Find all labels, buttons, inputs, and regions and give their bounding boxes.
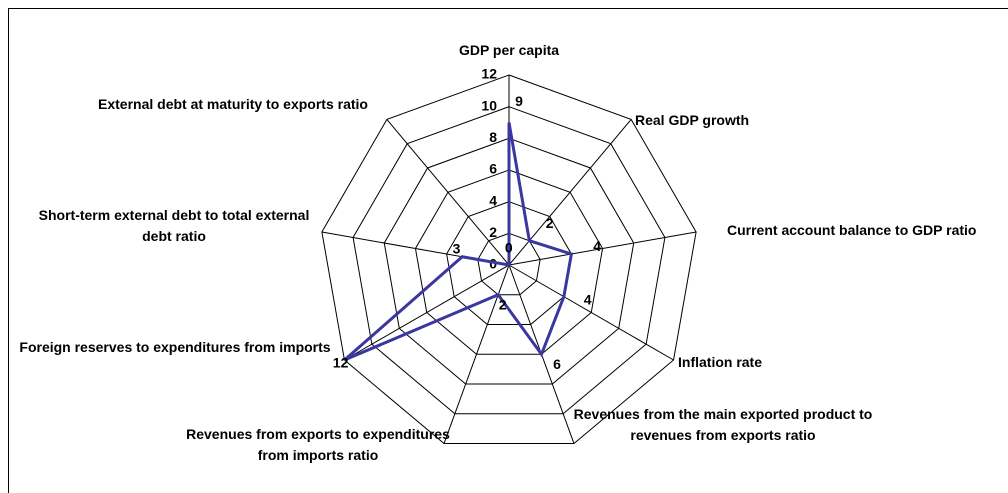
category-label: External debt at maturity to exports rat… (98, 96, 368, 112)
spoke (386, 119, 510, 266)
data-label: 4 (593, 238, 601, 254)
grid-ring (383, 137, 635, 385)
data-label: 0 (505, 239, 513, 255)
data-label: 6 (553, 356, 561, 372)
category-label: Inflation rate (678, 354, 763, 370)
grid-ring (321, 74, 697, 445)
data-label: 2 (546, 215, 554, 231)
spoke (508, 264, 674, 361)
data-label: 3 (453, 241, 461, 257)
spoke (508, 119, 632, 266)
tick-label: 12 (481, 66, 497, 82)
category-label: Foreign reserves to expenditures from im… (19, 339, 331, 355)
grid-ring (446, 201, 572, 326)
category-label: Revenues from the main exported product … (573, 406, 873, 443)
category-label: GDP per capita (458, 42, 560, 58)
category-label: Current account balance to GDP ratio (727, 222, 977, 238)
grid-ring (414, 169, 604, 355)
data-label: 9 (515, 93, 523, 109)
tick-label: 6 (489, 161, 497, 177)
grid-ring (477, 232, 541, 296)
category-label: Revenues from exports to expenditures fr… (186, 426, 450, 463)
spoke (508, 231, 697, 266)
chart-border (8, 8, 1008, 493)
tick-label: 2 (489, 224, 497, 240)
tick-label: 10 (481, 97, 497, 113)
series-line (343, 122, 574, 362)
data-label: 4 (584, 291, 592, 307)
tick-label: 4 (489, 192, 497, 208)
tick-label: 8 (489, 129, 497, 145)
spoke (344, 264, 510, 361)
data-label: 2 (499, 296, 507, 312)
data-label: 12 (333, 355, 349, 371)
grid-ring (352, 106, 666, 415)
category-label: Real GDP growth (635, 112, 750, 128)
category-label: Short-term external debt to total extern… (38, 207, 310, 244)
